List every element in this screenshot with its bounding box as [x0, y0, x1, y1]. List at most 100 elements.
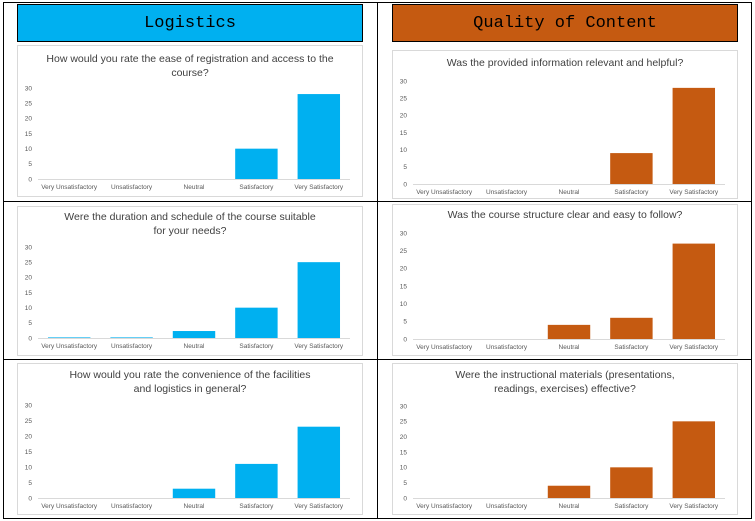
quality-header: Quality of Content — [392, 4, 738, 42]
y-tick-label: 5 — [28, 480, 32, 487]
bar — [672, 87, 716, 184]
x-tick-label: Unsatisfactory — [111, 343, 153, 350]
bar — [235, 463, 278, 498]
x-tick-label: Very Satisfactory — [294, 343, 344, 350]
y-tick-label: 0 — [403, 495, 407, 502]
x-tick-label: Very Satisfactory — [669, 189, 719, 196]
chart-title: Were the duration and schedule of the co… — [64, 211, 316, 237]
y-tick-label: 25 — [25, 100, 33, 107]
bar — [672, 243, 716, 339]
bar — [297, 262, 341, 338]
chart-title: How would you rate the convenience of th… — [69, 369, 311, 395]
chart-plot: 0 5 10 15 20 25 30 Very Unsatisfactory Unsatisfa… — [25, 244, 350, 350]
x-tick-label: Satisfactory — [614, 503, 649, 510]
y-tick-label: 10 — [25, 146, 33, 153]
x-tick-label: Unsatisfactory — [111, 503, 153, 510]
chart-facilities-logistics: 0 5 10 15 20 25 30 Very Unsatisfactory Unsatisfa… — [17, 363, 363, 515]
y-tick-label: 15 — [400, 283, 408, 290]
chart-information-relevance: 0 5 10 15 20 25 30 Very Unsatisfactory Unsatisfa… — [392, 50, 738, 199]
y-tick-label: 25 — [25, 259, 33, 266]
y-tick-label: 25 — [25, 418, 33, 425]
x-tick-label: Satisfactory — [239, 503, 274, 510]
bar — [297, 426, 341, 498]
y-tick-label: 0 — [403, 336, 407, 343]
bar — [672, 421, 716, 498]
logistics-header-title: Logistics — [144, 13, 236, 33]
chart-title: Was the course structure clear and easy … — [447, 209, 683, 221]
y-tick-label: 30 — [400, 230, 408, 237]
y-tick-label: 15 — [400, 130, 408, 137]
chart-title: Were the instructional materials (presen… — [455, 369, 675, 395]
x-tick-label: Neutral — [184, 503, 206, 510]
y-tick-label: 5 — [28, 320, 32, 327]
y-tick-label: 20 — [400, 434, 408, 441]
chart-plot: 0 5 10 15 20 25 30 Very Unsatisfactory Unsatisfa… — [25, 85, 350, 191]
grid-border-left — [3, 2, 4, 519]
y-tick-label: 5 — [403, 480, 407, 487]
grid-divider-row-2 — [3, 359, 752, 360]
x-tick-label: Very Unsatisfactory — [41, 343, 98, 350]
y-tick-label: 15 — [25, 449, 33, 456]
x-tick-label: Neutral — [184, 343, 206, 350]
y-tick-label: 0 — [403, 181, 407, 188]
chart-plot: 0 5 10 15 20 25 30 Very Unsatisfactory Unsatisfa… — [400, 230, 725, 351]
y-tick-label: 30 — [25, 244, 33, 251]
x-tick-label: Neutral — [184, 184, 206, 191]
x-tick-label: Satisfactory — [239, 343, 274, 350]
x-tick-label: Unsatisfactory — [486, 344, 528, 351]
x-tick-label: Very Satisfactory — [294, 503, 344, 510]
y-tick-label: 20 — [400, 266, 408, 273]
x-tick-label: Neutral — [559, 503, 581, 510]
bar — [235, 148, 278, 179]
bar — [172, 488, 216, 498]
grid-border-right — [751, 2, 752, 519]
chart-plot: 0 5 10 15 20 25 30 Very Unsatisfactory Unsatisfa… — [400, 78, 725, 196]
grid-divider-row-1 — [3, 201, 752, 202]
x-tick-label: Very Satisfactory — [669, 503, 719, 510]
chart-course-structure: 0 5 10 15 20 25 30 Very Unsatisfactory Unsatisfa… — [392, 204, 738, 356]
y-tick-label: 30 — [400, 78, 408, 85]
y-tick-label: 15 — [400, 449, 408, 456]
y-tick-label: 20 — [25, 116, 33, 123]
y-tick-label: 10 — [400, 465, 408, 472]
y-tick-label: 25 — [400, 95, 408, 102]
chart-title: Was the provided information relevant an… — [446, 57, 684, 69]
bar — [110, 337, 153, 338]
y-tick-label: 5 — [403, 319, 407, 326]
x-tick-label: Neutral — [559, 344, 581, 351]
y-tick-label: 15 — [25, 131, 33, 138]
y-tick-label: 30 — [25, 85, 33, 92]
y-tick-label: 0 — [28, 335, 32, 342]
y-tick-label: 10 — [400, 147, 408, 154]
x-tick-label: Satisfactory — [614, 344, 649, 351]
y-tick-label: 20 — [400, 113, 408, 120]
x-tick-label: Very Unsatisfactory — [416, 344, 473, 351]
x-tick-label: Very Unsatisfactory — [416, 503, 473, 510]
logistics-header: Logistics — [17, 4, 363, 42]
y-tick-label: 0 — [28, 495, 32, 502]
x-tick-label: Unsatisfactory — [486, 189, 528, 196]
bar — [47, 337, 91, 338]
y-tick-label: 20 — [25, 433, 33, 440]
bar — [235, 307, 278, 338]
chart-instructional-materials: 0 5 10 15 20 25 30 Very Unsatisfactory Unsatisfa… — [392, 363, 738, 515]
bar — [172, 331, 216, 338]
y-tick-label: 5 — [28, 161, 32, 168]
chart-plot: 0 5 10 15 20 25 30 Very Unsatisfactory Unsatisfa… — [25, 402, 350, 510]
bar — [297, 94, 341, 179]
y-tick-label: 10 — [25, 464, 33, 471]
bar — [547, 485, 591, 498]
y-tick-label: 5 — [403, 164, 407, 171]
chart-duration-schedule: 0 5 10 15 20 25 30 Very Unsatisfactory Unsatisfa… — [17, 206, 363, 356]
x-tick-label: Very Satisfactory — [294, 184, 344, 191]
bar — [610, 467, 653, 498]
y-tick-label: 0 — [28, 176, 32, 183]
x-tick-label: Neutral — [559, 189, 581, 196]
grid-divider-vertical — [377, 2, 378, 519]
chart-title: How would you rate the ease of registrat… — [46, 53, 334, 79]
x-tick-label: Very Satisfactory — [669, 344, 719, 351]
x-tick-label: Satisfactory — [614, 189, 649, 196]
y-tick-label: 10 — [400, 301, 408, 308]
y-tick-label: 20 — [25, 275, 33, 282]
